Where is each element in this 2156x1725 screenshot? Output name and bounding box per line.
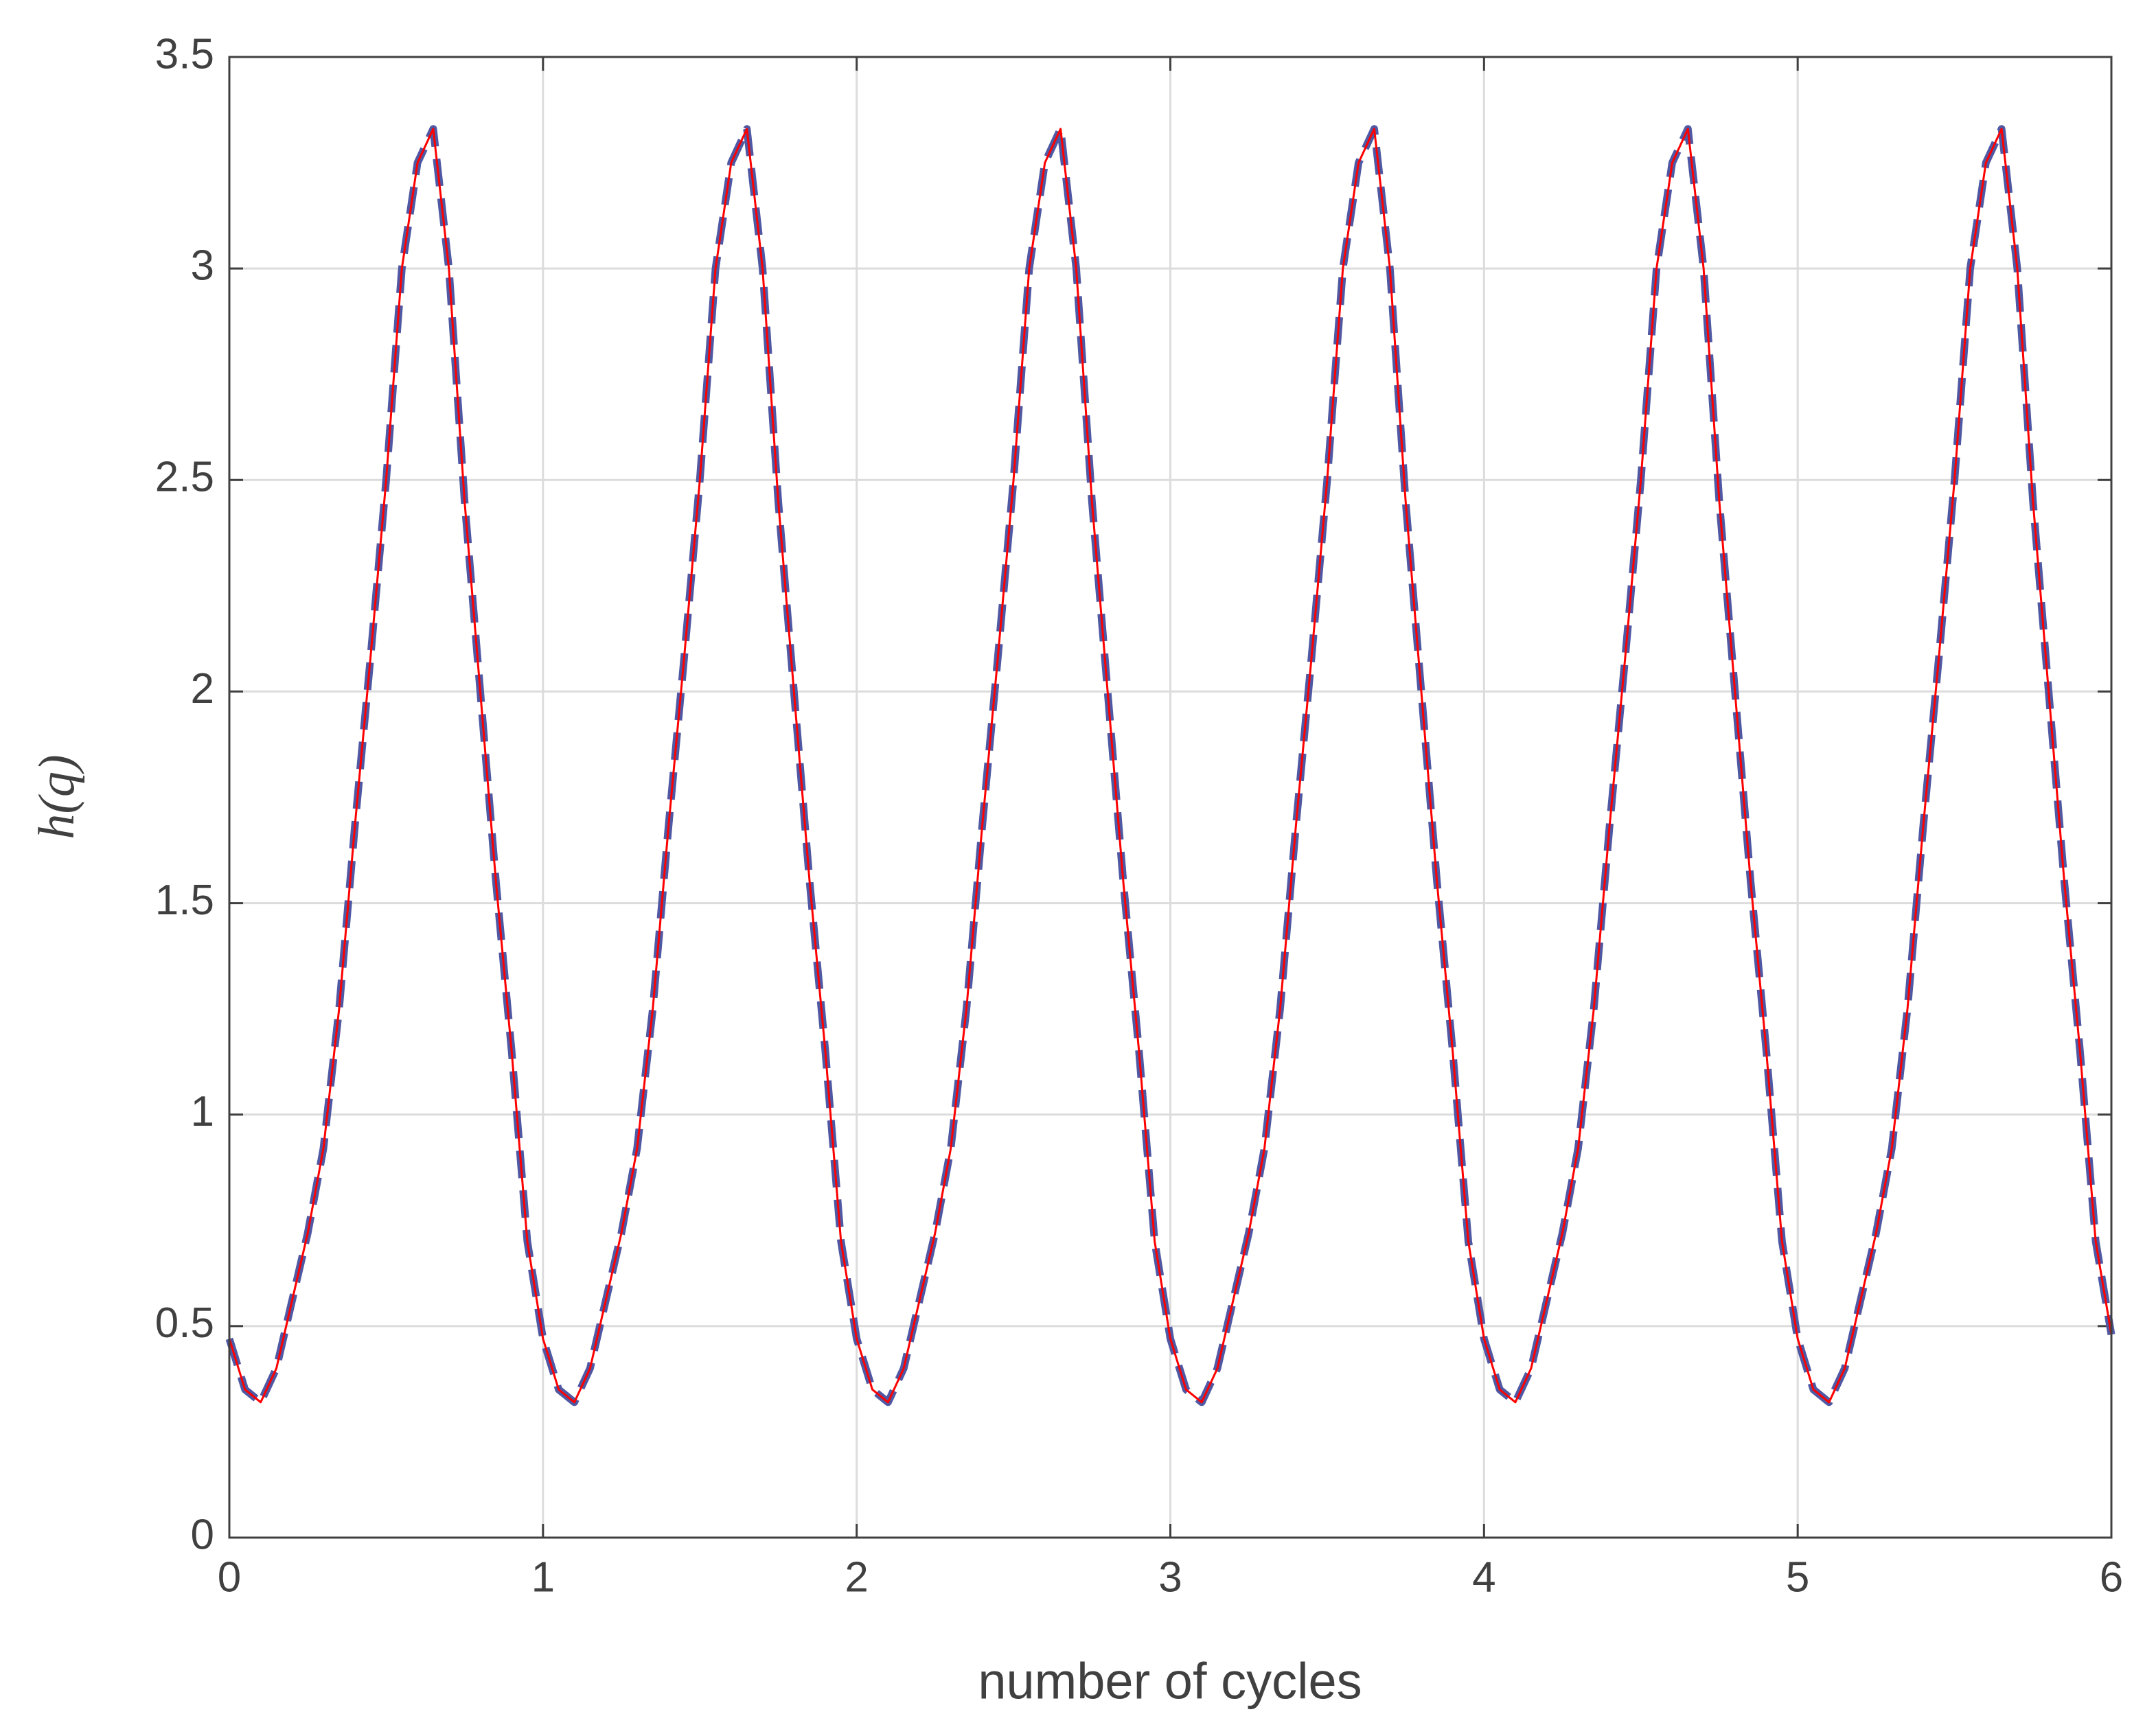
y-tick-label: 0: [191, 1511, 214, 1558]
y-axis-label: h(q): [29, 754, 85, 839]
x-tick-label: 1: [531, 1553, 555, 1601]
x-tick-label: 3: [1158, 1553, 1182, 1601]
x-tick-label: 5: [1786, 1553, 1809, 1601]
y-tick-label: 2.5: [155, 454, 214, 501]
y-tick-label: 1: [191, 1088, 214, 1135]
y-tick-label: 3.5: [155, 30, 214, 78]
y-tick-label: 0.5: [155, 1299, 214, 1347]
y-tick-label: 3: [191, 242, 214, 290]
x-tick-label: 6: [2100, 1553, 2123, 1601]
y-tick-label: 1.5: [155, 877, 214, 924]
x-tick-label: 0: [218, 1553, 241, 1601]
x-axis-label: number of cycles: [978, 1653, 1362, 1710]
y-tick-label: 2: [191, 665, 214, 713]
x-tick-label: 2: [845, 1553, 868, 1601]
x-tick-label: 4: [1472, 1553, 1495, 1601]
line-series: [228, 128, 2113, 1404]
plot-frame: [228, 56, 2113, 1539]
